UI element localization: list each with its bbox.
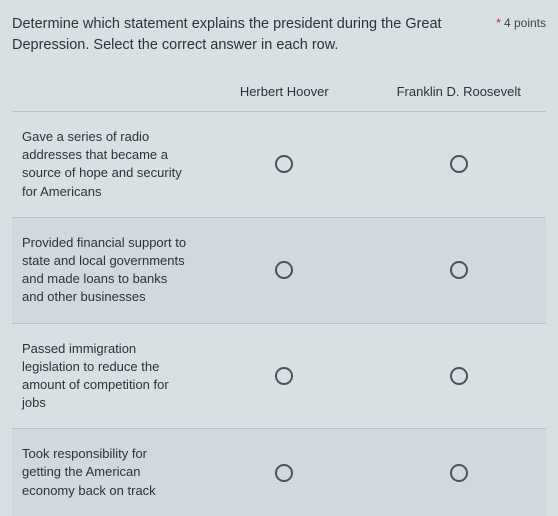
radio-button[interactable] — [450, 367, 468, 385]
grid-header-row: Herbert Hoover Franklin D. Roosevelt — [12, 84, 546, 99]
radio-cell — [197, 261, 372, 279]
radio-button[interactable] — [275, 464, 293, 482]
grid-row: Took responsibility for getting the Amer… — [12, 428, 546, 516]
required-asterisk: * — [496, 16, 501, 30]
row-label: Passed immigration legislation to reduce… — [12, 340, 197, 413]
radio-button[interactable] — [275, 155, 293, 173]
radio-cell — [197, 464, 372, 482]
column-header-hoover: Herbert Hoover — [197, 84, 372, 99]
radio-cell — [197, 155, 372, 173]
column-header-roosevelt: Franklin D. Roosevelt — [372, 84, 547, 99]
radio-cell — [372, 155, 547, 173]
grid-row: Passed immigration legislation to reduce… — [12, 323, 546, 429]
radio-button[interactable] — [450, 464, 468, 482]
points-text: 4 points — [504, 16, 546, 30]
question-header: Determine which statement explains the p… — [12, 14, 546, 56]
radio-button[interactable] — [275, 367, 293, 385]
grid-row: Provided financial support to state and … — [12, 217, 546, 323]
points-label: *4 points — [496, 16, 546, 30]
radio-button[interactable] — [275, 261, 293, 279]
row-label: Gave a series of radio addresses that be… — [12, 128, 197, 201]
radio-button[interactable] — [450, 261, 468, 279]
radio-grid: Herbert Hoover Franklin D. Roosevelt Gav… — [12, 84, 546, 516]
radio-button[interactable] — [450, 155, 468, 173]
radio-cell — [372, 464, 547, 482]
row-label: Provided financial support to state and … — [12, 234, 197, 307]
header-spacer — [12, 84, 197, 99]
radio-cell — [372, 367, 547, 385]
row-label: Took responsibility for getting the Amer… — [12, 445, 197, 500]
radio-cell — [197, 367, 372, 385]
question-container: Determine which statement explains the p… — [0, 0, 558, 516]
radio-cell — [372, 261, 547, 279]
question-text: Determine which statement explains the p… — [12, 14, 496, 56]
grid-row: Gave a series of radio addresses that be… — [12, 111, 546, 217]
